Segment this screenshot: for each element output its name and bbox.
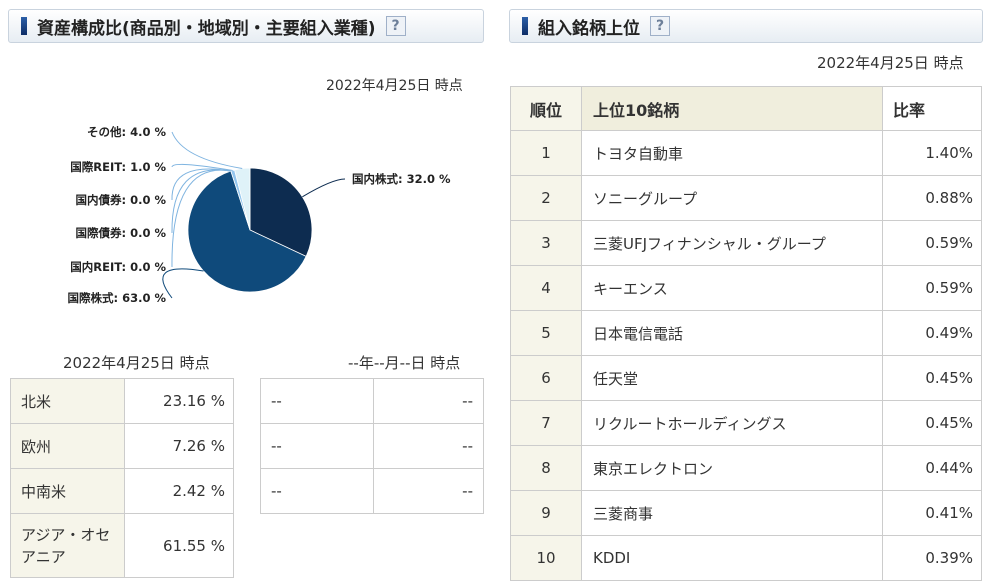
- help-icon[interactable]: ?: [650, 16, 670, 36]
- holding-stock: 日本電信電話: [581, 310, 883, 356]
- region-name: 欧州: [10, 423, 125, 469]
- table-row: 8 東京エレクトロン 0.44%: [510, 445, 982, 491]
- region-name: アジア・オセ アニア: [10, 513, 125, 578]
- region-name: 北米: [10, 378, 125, 424]
- table-row: 6 任天堂 0.45%: [510, 355, 982, 401]
- pie-connector: [171, 163, 233, 171]
- sector-date: --年--月--日 時点: [348, 354, 461, 372]
- holding-rank: 1: [510, 130, 582, 176]
- holding-rank: 9: [510, 490, 582, 536]
- sector-value: --: [372, 378, 484, 424]
- pie-label: 国内債券: 0.0 %: [75, 193, 166, 207]
- pie-label: 国際株式: 63.0 %: [67, 291, 166, 305]
- holding-rank: 2: [510, 175, 582, 221]
- sector-value: --: [372, 468, 484, 514]
- sector-name: --: [260, 378, 374, 424]
- holding-ratio: 0.44%: [882, 445, 982, 491]
- sector-name: --: [260, 423, 374, 469]
- holding-stock: キーエンス: [581, 265, 883, 311]
- region-name: 中南米: [10, 468, 125, 514]
- pie-connector: [302, 178, 346, 198]
- pie-date: 2022年4月25日 時点: [326, 78, 463, 94]
- table-row: アジア・オセ アニア 61.55 %: [10, 513, 235, 578]
- pie-label: 国際REIT: 1.0 %: [70, 160, 166, 174]
- holding-ratio: 0.39%: [882, 535, 982, 581]
- holding-rank: 8: [510, 445, 582, 491]
- holding-stock: リクルートホールディングス: [581, 400, 883, 446]
- holding-stock: 任天堂: [581, 355, 883, 401]
- holding-rank: 3: [510, 220, 582, 266]
- column-header-stock: 上位10銘柄: [581, 86, 883, 131]
- help-icon[interactable]: ?: [385, 16, 406, 36]
- holding-rank: 6: [510, 355, 582, 401]
- holding-rank: 5: [510, 310, 582, 356]
- table-row: -- --: [260, 468, 484, 514]
- column-header-ratio: 比率: [882, 86, 982, 131]
- table-row: -- --: [260, 423, 484, 469]
- column-header-rank: 順位: [510, 86, 582, 131]
- pie-connector: [171, 169, 231, 268]
- table-row: 1 トヨタ自動車 1.40%: [510, 130, 982, 176]
- table-row: 3 三菱UFJフィナンシャル・グループ 0.59%: [510, 220, 982, 266]
- table-row: 9 三菱商事 0.41%: [510, 490, 982, 536]
- region-value: 61.55 %: [123, 513, 235, 578]
- asset-composition-title: 資産構成比(商品別・地域別・主要組入業種): [37, 18, 376, 39]
- holding-ratio: 0.88%: [882, 175, 982, 221]
- region-name-line1: アジア・オセ: [21, 525, 111, 544]
- header-bar-icon: [21, 17, 27, 35]
- pie-label: 国内株式: 32.0 %: [352, 172, 451, 186]
- asset-composition-header: 資産構成比(商品別・地域別・主要組入業種) ?: [8, 9, 484, 43]
- top-holdings-table: 順位 上位10銘柄 比率 1 トヨタ自動車 1.40% 2 ソニーグループ 0.88% 3 三…: [510, 86, 982, 581]
- region-table: 北米 23.16 % 欧州 7.26 % 中南米 2.42 % アジア・オセ アニ…: [10, 378, 235, 578]
- table-row: 4 キーエンス 0.59%: [510, 265, 982, 311]
- holding-stock: ソニーグループ: [581, 175, 883, 221]
- holding-stock: KDDI: [581, 535, 883, 581]
- table-row: -- --: [260, 378, 484, 424]
- asset-pie-chart: 国内株式: 32.0 % 国際株式: 63.0 % 国内REIT: 0.0 % 国際債…: [67, 125, 451, 305]
- pie-connector: [171, 168, 231, 201]
- pie-label: 国内REIT: 0.0 %: [70, 260, 166, 274]
- pie-slice: [249, 167, 313, 257]
- pie-connector: [171, 131, 243, 169]
- holding-stock: 三菱UFJフィナンシャル・グループ: [581, 220, 883, 266]
- holding-ratio: 1.40%: [882, 130, 982, 176]
- holding-ratio: 0.45%: [882, 400, 982, 446]
- pie-label: その他: 4.0 %: [87, 125, 166, 139]
- holding-stock: 東京エレクトロン: [581, 445, 883, 491]
- region-name-line2: アニア: [21, 547, 66, 566]
- table-row: 中南米 2.42 %: [10, 468, 235, 514]
- holdings-date: 2022年4月25日 時点: [817, 54, 964, 72]
- table-row: 10 KDDI 0.39%: [510, 535, 982, 581]
- region-value: 2.42 %: [123, 468, 235, 514]
- top-holdings-title: 組入銘柄上位: [538, 18, 640, 39]
- table-header-row: 順位 上位10銘柄 比率: [510, 86, 982, 131]
- region-date: 2022年4月25日 時点: [63, 354, 210, 372]
- holding-stock: トヨタ自動車: [581, 130, 883, 176]
- table-row: 5 日本電信電話 0.49%: [510, 310, 982, 356]
- region-value: 23.16 %: [123, 378, 235, 424]
- table-row: 欧州 7.26 %: [10, 423, 235, 469]
- holding-ratio: 0.45%: [882, 355, 982, 401]
- sector-value: --: [372, 423, 484, 469]
- holding-ratio: 0.41%: [882, 490, 982, 536]
- table-row: 2 ソニーグループ 0.88%: [510, 175, 982, 221]
- table-row: 北米 23.16 %: [10, 378, 235, 424]
- sector-table: -- -- -- -- -- --: [260, 378, 484, 514]
- table-row: 7 リクルートホールディングス 0.45%: [510, 400, 982, 446]
- pie-connector: [162, 268, 204, 299]
- pie-label: 国際債券: 0.0 %: [75, 226, 166, 240]
- sector-name: --: [260, 468, 374, 514]
- holding-rank: 7: [510, 400, 582, 446]
- holding-rank: 10: [510, 535, 582, 581]
- holding-stock: 三菱商事: [581, 490, 883, 536]
- holding-ratio: 0.59%: [882, 220, 982, 266]
- region-value: 7.26 %: [123, 423, 235, 469]
- holding-ratio: 0.49%: [882, 310, 982, 356]
- header-bar-icon: [522, 17, 528, 35]
- top-holdings-header: 組入銘柄上位 ?: [509, 9, 983, 43]
- holding-ratio: 0.59%: [882, 265, 982, 311]
- holding-rank: 4: [510, 265, 582, 311]
